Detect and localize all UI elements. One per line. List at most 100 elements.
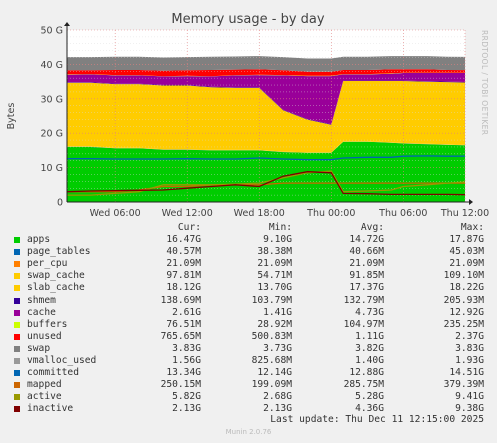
legend-row-per-cpu: per_cpu 21.09M 21.09M 21.09M 21.09M <box>0 258 497 270</box>
legend-row-vmalloc-used: vmalloc_used 1.56G 825.68M 1.40G 1.93G <box>0 355 497 367</box>
legend-min-value: 103.79M <box>251 294 292 306</box>
x-tick-label: Thu 00:00 <box>306 208 355 219</box>
legend-max-value: 1.93G <box>455 355 484 367</box>
legend-cur-value: 13.34G <box>166 367 201 379</box>
x-tick-label: Thu 12:00 <box>440 208 489 219</box>
legend-avg-value: 14.72G <box>349 234 384 246</box>
legend-cur-value: 97.81M <box>166 270 201 282</box>
legend-avg-value: 3.82G <box>355 342 384 354</box>
legend-max-value: 379.39M <box>443 379 484 391</box>
x-tick-label: Wed 18:00 <box>234 208 285 219</box>
line-active <box>67 170 466 196</box>
legend-swatch <box>14 345 20 352</box>
legend-row-swap-cache: swap_cache 97.81M 54.71M 91.85M 109.10M <box>0 270 497 282</box>
legend-label: slab_cache <box>27 282 85 294</box>
legend-cur-value: 3.83G <box>172 342 201 354</box>
legend-min-value: 3.73G <box>263 342 292 354</box>
legend-row-active: active 5.82G 2.68G 5.28G 9.41G <box>0 391 497 403</box>
legend-max-value: 17.87G <box>449 234 484 246</box>
legend-swatch <box>14 285 20 292</box>
legend-header: Cur: Min: Avg: Max: <box>0 222 497 234</box>
legend-swatch <box>14 382 20 389</box>
y-tick-label: 50 G <box>41 26 63 37</box>
legend-label: mapped <box>27 379 62 391</box>
line-inactive <box>66 171 466 196</box>
x-axis-arrow <box>469 199 473 205</box>
legend-min-value: 12.14G <box>257 367 292 379</box>
legend-swatch <box>14 406 20 413</box>
y-tick-label: 40 G <box>41 60 63 71</box>
legend-avg-value: 4.36G <box>355 403 384 415</box>
legend-swatch <box>14 333 20 340</box>
legend-min-value: 13.70G <box>257 282 292 294</box>
y-tick-label: 20 G <box>41 129 63 140</box>
legend-rows: apps 16.47G 9.10G 14.72G 17.87G page_tables 40… <box>0 234 497 415</box>
y-tick-label: 0 <box>57 198 63 209</box>
legend-table: Cur: Min: Avg: Max: apps 16.47G 9.10G 14.72… <box>0 222 497 416</box>
legend-swatch <box>14 261 20 268</box>
area-unused <box>67 69 465 77</box>
legend-min-value: 199.09M <box>251 379 292 391</box>
x-tick-label: Thu 06:00 <box>378 208 427 219</box>
legend-avg-value: 17.37G <box>349 282 384 294</box>
header-min: Min: <box>268 222 292 233</box>
legend-min-value: 1.41G <box>263 306 292 318</box>
legend-min-value: 28.92M <box>257 318 292 330</box>
legend-row-slab-cache: slab_cache 18.12G 13.70G 17.37G 18.22G <box>0 282 497 294</box>
legend-max-value: 3.83G <box>455 342 484 354</box>
area-swap <box>67 56 465 72</box>
legend-swatch <box>14 358 20 365</box>
legend-row-buffers: buffers 76.51M 28.92M 104.97M 235.25M <box>0 319 497 331</box>
memory-chart: Memory usage - by day Bytes RRDTOOL / TO… <box>6 12 490 219</box>
legend-min-value: 54.71M <box>257 270 292 282</box>
legend-label: cache <box>27 306 56 318</box>
legend-label: buffers <box>27 318 68 330</box>
legend-min-value: 21.09M <box>257 258 292 270</box>
legend-avg-value: 104.97M <box>343 318 384 330</box>
legend-label: unused <box>27 330 62 342</box>
legend-label: vmalloc_used <box>27 355 97 367</box>
legend-avg-value: 5.28G <box>355 391 384 403</box>
legend-swatch <box>14 249 20 256</box>
line-committed <box>67 155 466 161</box>
area-swap-cache <box>67 141 465 153</box>
y-tick-label: 30 G <box>41 94 63 105</box>
legend-avg-value: 1.11G <box>355 330 384 342</box>
grid-lines <box>67 29 466 202</box>
legend-max-value: 21.09M <box>449 258 484 270</box>
legend-label: swap <box>27 342 51 354</box>
legend-cur-value: 40.57M <box>166 246 201 258</box>
x-tick-label: Wed 06:00 <box>90 208 141 219</box>
legend-swatch <box>14 321 20 328</box>
legend-avg-value: 40.66M <box>349 246 384 258</box>
legend-cur-value: 76.51M <box>166 318 201 330</box>
legend-max-value: 109.10M <box>443 270 484 282</box>
legend-max-value: 2.37G <box>455 330 484 342</box>
legend-min-value: 825.68M <box>251 355 292 367</box>
axes <box>64 22 473 205</box>
legend-row-inactive: inactive 2.13G 2.13G 4.36G 9.38G <box>0 403 497 415</box>
legend-row-cache: cache 2.61G 1.41G 4.73G 12.92G <box>0 307 497 319</box>
legend-row-shmem: shmem 138.69M 103.79M 132.79M 205.93M <box>0 295 497 307</box>
legend-min-value: 38.38M <box>257 246 292 258</box>
legend-max-value: 45.03M <box>449 246 484 258</box>
legend-avg-value: 21.09M <box>349 258 384 270</box>
x-tick-labels: Wed 06:00 Wed 12:00 Wed 18:00 Thu 00:00 Thu … <box>90 208 490 219</box>
legend-swatch <box>14 394 20 401</box>
legend-avg-value: 4.73G <box>355 306 384 318</box>
y-tick-labels: 0 10 G 20 G 30 G 40 G 50 G <box>41 26 63 209</box>
legend-label: inactive <box>27 403 74 415</box>
chart-title: Memory usage - by day <box>171 12 324 27</box>
legend-cur-value: 2.13G <box>172 403 201 415</box>
y-axis-arrow <box>64 22 70 26</box>
header-avg: Avg: <box>360 222 384 233</box>
legend-swatch <box>14 237 20 244</box>
legend-cur-value: 21.09M <box>166 258 201 270</box>
y-axis-label: Bytes <box>6 103 17 130</box>
legend-min-value: 2.13G <box>263 403 292 415</box>
legend-cur-value: 18.12G <box>166 282 201 294</box>
legend-cur-value: 5.82G <box>172 391 201 403</box>
legend-label: per_cpu <box>27 258 68 270</box>
legend-max-value: 9.38G <box>455 403 484 415</box>
legend-min-value: 9.10G <box>263 234 292 246</box>
